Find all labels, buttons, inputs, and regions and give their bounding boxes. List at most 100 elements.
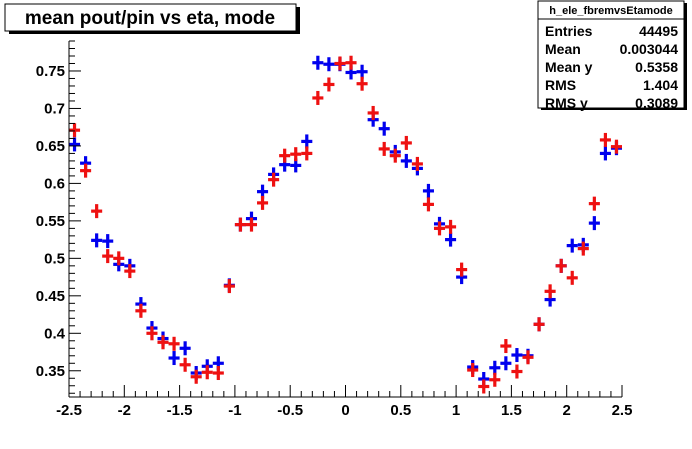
stats-label: Entries <box>545 23 593 39</box>
data-point <box>400 153 412 168</box>
stats-value: 0.003044 <box>620 41 679 57</box>
data-point <box>422 183 434 198</box>
data-point <box>135 303 147 318</box>
data-point <box>334 56 346 71</box>
data-point <box>433 221 446 236</box>
data-point <box>312 90 324 105</box>
stats-label: RMS y <box>545 95 588 111</box>
data-point <box>157 335 169 350</box>
series-2 <box>69 55 622 394</box>
data-point <box>489 360 501 375</box>
data-point <box>378 141 390 156</box>
data-point <box>511 348 523 363</box>
data-point <box>268 172 280 187</box>
data-point <box>599 132 611 147</box>
data-point <box>599 146 611 161</box>
stats-label: RMS <box>545 77 576 93</box>
stats-value: 0.5358 <box>635 59 678 75</box>
data-point <box>533 317 545 332</box>
data-point <box>168 351 180 366</box>
data-point <box>588 196 600 211</box>
y-tick-label: 0.4 <box>44 325 66 342</box>
y-tick-label: 0.7 <box>44 100 65 117</box>
data-point <box>279 148 291 163</box>
data-point <box>378 121 390 136</box>
data-point <box>69 137 81 152</box>
data-point <box>588 216 600 231</box>
data-point <box>345 55 357 70</box>
x-tick-label: 2.5 <box>612 402 633 419</box>
x-tick-label: -1 <box>228 402 241 419</box>
chart-title: mean pout/pin vs eta, mode <box>25 8 275 29</box>
data-point <box>422 197 434 212</box>
y-tick-label: 0.6 <box>44 175 65 192</box>
data-point <box>91 233 103 248</box>
data-point <box>323 57 335 72</box>
title-box: mean pout/pin vs eta, mode <box>4 3 300 34</box>
data-point <box>201 365 213 380</box>
data-point <box>478 379 490 394</box>
y-tick-label: 0.35 <box>36 363 65 380</box>
data-point <box>356 76 368 91</box>
data-point <box>257 195 269 210</box>
stats-label: Mean y <box>545 59 593 75</box>
data-point <box>467 363 479 378</box>
data-point <box>91 204 103 219</box>
data-point <box>146 326 158 341</box>
x-tick-label: 1 <box>452 402 460 419</box>
axes: -2.5 -2 -1.5 -1 -0.5 0 0.5 1 1.5 2 2.5 0.35 0.4 0.45 0… <box>36 40 633 419</box>
data-point <box>356 64 368 79</box>
data-point <box>445 232 457 247</box>
stats-value: 1.404 <box>643 77 678 93</box>
x-tick-label: -1.5 <box>167 402 193 419</box>
x-tick-label: -2.5 <box>56 402 82 419</box>
stats-name: h_ele_fbremvsEtamode <box>549 5 673 17</box>
data-point <box>566 238 578 253</box>
x-tick-label: 0.5 <box>390 402 411 419</box>
data-point <box>445 219 457 234</box>
title-box-frame <box>4 3 297 32</box>
stats-value: 0.3089 <box>635 95 678 111</box>
data-point <box>234 217 246 232</box>
data-point <box>367 105 379 120</box>
data-point <box>223 279 235 294</box>
data-point <box>290 147 302 162</box>
data-point <box>323 77 335 92</box>
y-tick-label: 0.55 <box>36 213 65 230</box>
x-tick-label: 1.5 <box>501 402 522 419</box>
data-point <box>489 372 501 387</box>
x-tick-label: 2 <box>563 402 571 419</box>
data-point <box>190 369 202 384</box>
data-point <box>124 264 136 279</box>
data-point <box>400 135 412 150</box>
data-point <box>301 134 313 149</box>
data-point <box>411 156 423 171</box>
data-point <box>245 217 258 232</box>
data-point <box>566 270 578 285</box>
data-point <box>301 146 313 161</box>
data-point <box>69 123 81 138</box>
y-tick-label: 0.5 <box>44 250 65 267</box>
data-point <box>500 339 512 354</box>
x-tick-label: -0.5 <box>277 402 303 419</box>
data-markers <box>69 55 622 394</box>
y-tick-label: 0.45 <box>36 288 65 305</box>
data-point <box>555 258 567 273</box>
data-point <box>522 350 534 365</box>
data-point <box>456 262 468 277</box>
data-point <box>511 364 523 379</box>
x-tick-label: 0 <box>341 402 349 419</box>
data-point <box>312 55 324 70</box>
data-point <box>577 241 589 256</box>
stats-label: Mean <box>545 41 581 57</box>
x-tick-label: -2 <box>118 402 131 419</box>
y-tick-label: 0.75 <box>36 63 65 80</box>
data-point <box>500 356 512 371</box>
data-point <box>179 341 191 356</box>
data-point <box>544 284 556 299</box>
y-tick-label: 0.65 <box>36 138 65 155</box>
data-point <box>80 163 92 178</box>
data-point <box>102 234 114 249</box>
